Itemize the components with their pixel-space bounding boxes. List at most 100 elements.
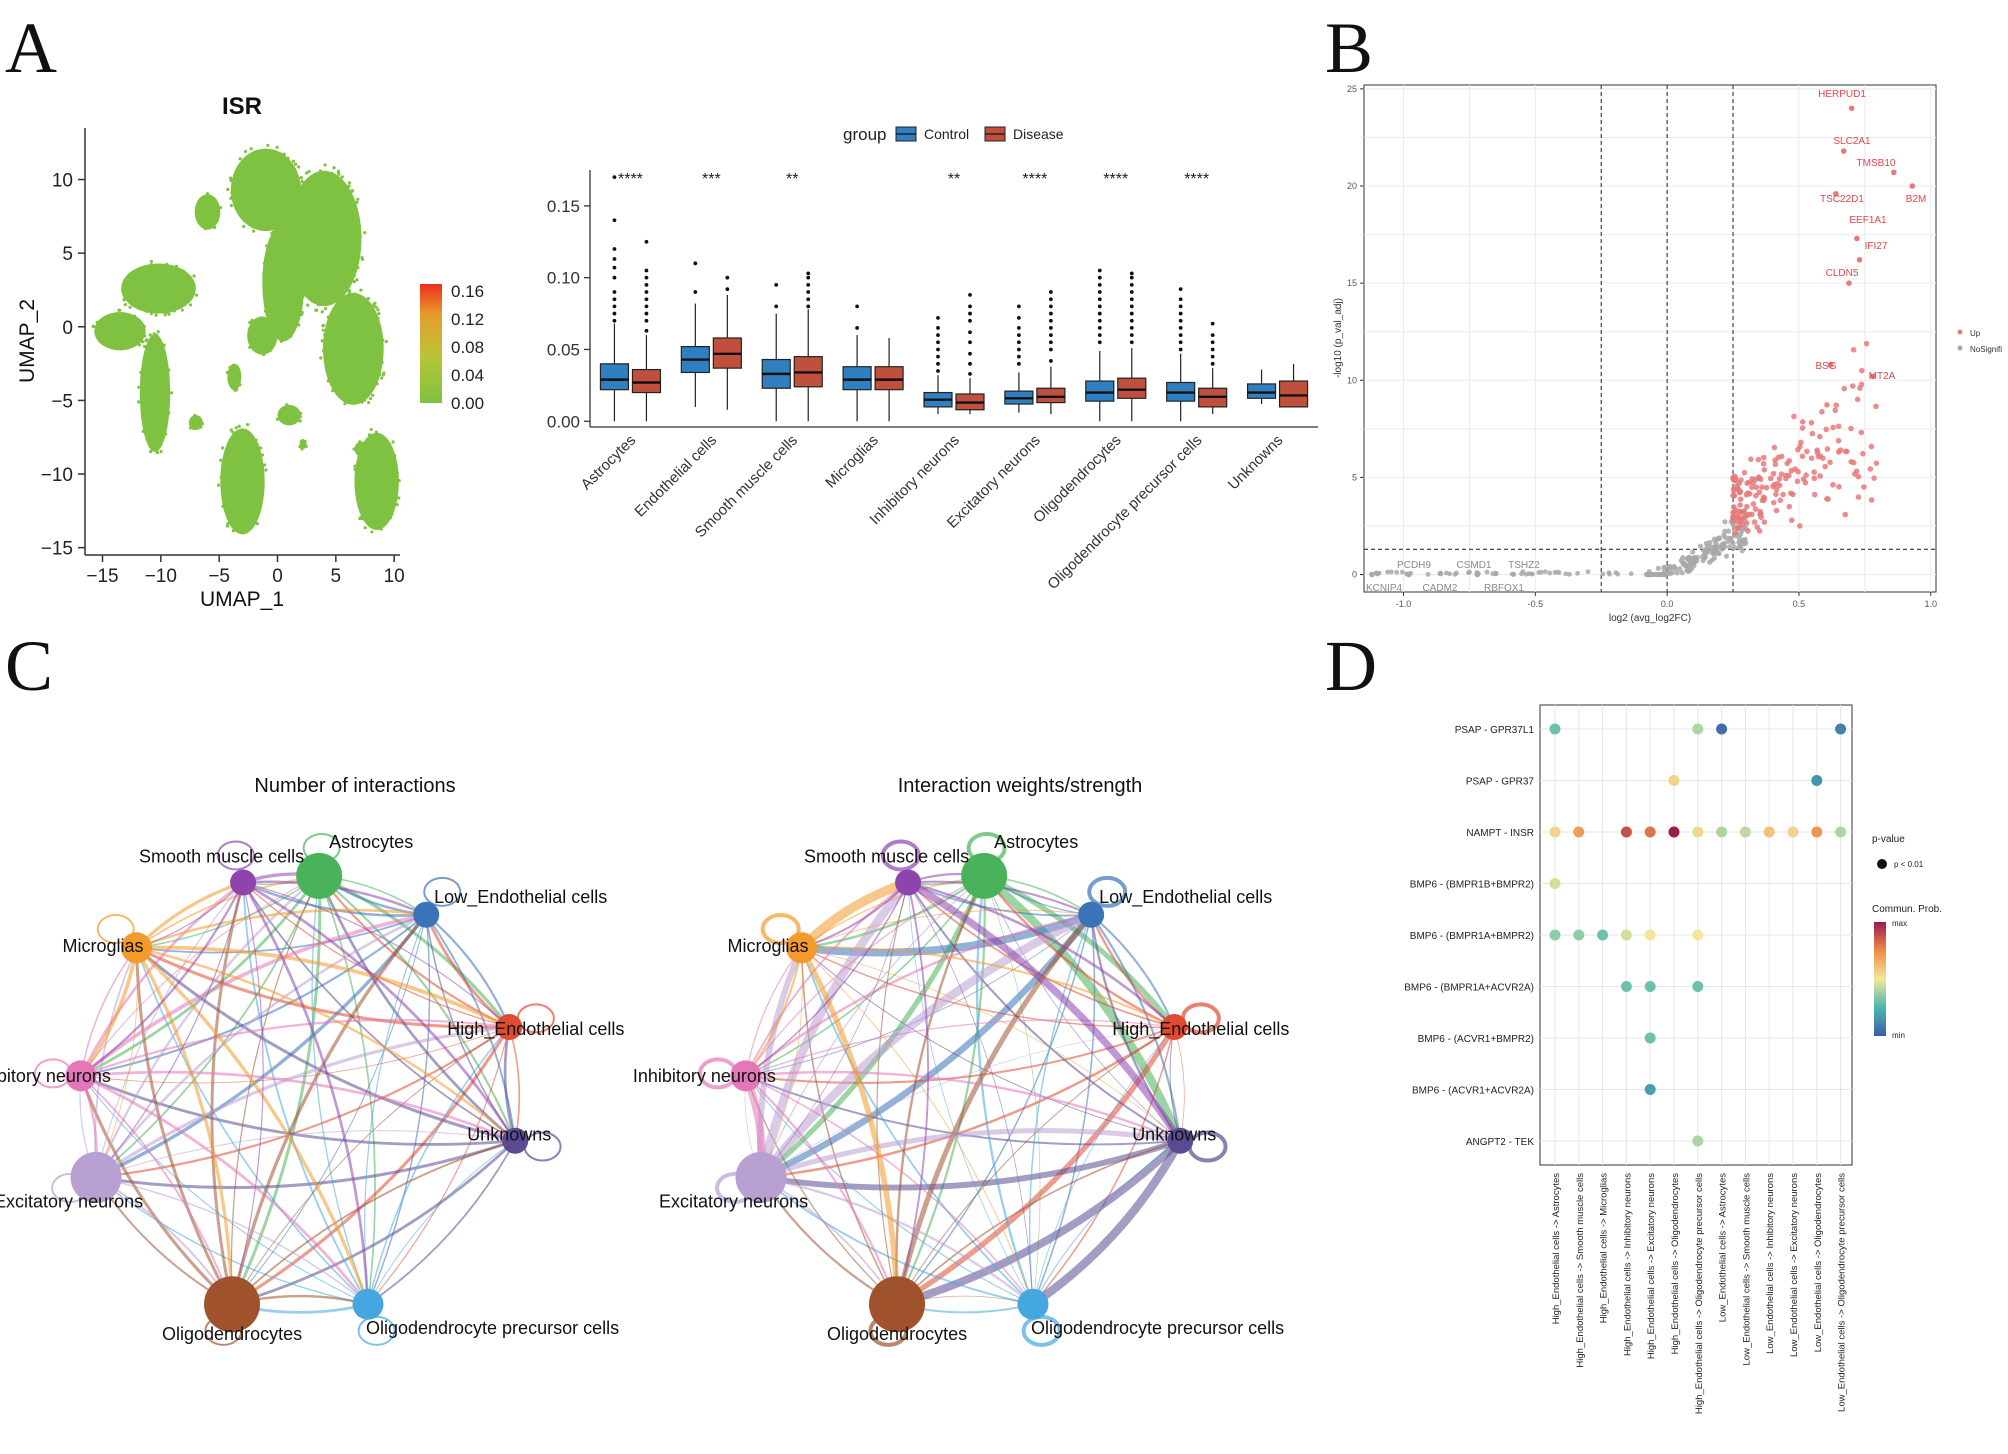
volcano-point-up bbox=[1799, 425, 1806, 431]
network-edge bbox=[975, 875, 1035, 1305]
volcano-point-up bbox=[1757, 476, 1764, 483]
network-node bbox=[1017, 1288, 1049, 1320]
umap-point bbox=[298, 194, 302, 198]
box-outlier bbox=[1178, 347, 1183, 352]
umap-point bbox=[374, 430, 378, 434]
network-node bbox=[413, 901, 440, 928]
network-node-label: Smooth muscle cells bbox=[804, 846, 969, 866]
volcano-point-up bbox=[1775, 454, 1782, 461]
umap-point bbox=[91, 324, 95, 329]
box-outlier bbox=[806, 290, 811, 294]
umap-point bbox=[350, 204, 354, 208]
umap-point bbox=[314, 308, 319, 312]
network-edge bbox=[241, 881, 370, 1305]
umap-point bbox=[330, 317, 334, 321]
umap-x-tick-label: −5 bbox=[208, 566, 230, 587]
dot-legend-pvalue-title: p-value bbox=[1872, 834, 1905, 845]
box-outlier bbox=[968, 293, 972, 297]
umap-point bbox=[255, 451, 260, 455]
volcano-point-nosig bbox=[1707, 559, 1713, 565]
volcano-point-nosig bbox=[1600, 571, 1606, 577]
umap-point bbox=[229, 176, 233, 180]
umap-point bbox=[332, 166, 336, 170]
box-outlier bbox=[612, 257, 617, 261]
network-edges bbox=[33, 832, 562, 1346]
dot-row-label: PSAP - GPR37L1 bbox=[1455, 725, 1535, 736]
volcano-point-nosig bbox=[1723, 553, 1730, 559]
network-node bbox=[65, 1060, 97, 1092]
network-edge bbox=[760, 1176, 1034, 1306]
volcano-point-nosig bbox=[1721, 540, 1727, 547]
volcano-point-nosig bbox=[1711, 546, 1717, 553]
umap-point bbox=[356, 197, 360, 201]
umap-point bbox=[366, 446, 370, 450]
network-edge bbox=[745, 1026, 1175, 1084]
umap-point bbox=[231, 430, 235, 434]
volcano-gene-label: IFI27 bbox=[1865, 241, 1888, 252]
volcano-point-up bbox=[1759, 497, 1766, 504]
volcano-point-nosig bbox=[1563, 571, 1569, 577]
volcano-point-up bbox=[1767, 475, 1774, 482]
umap-point bbox=[378, 373, 382, 377]
umap-point bbox=[332, 313, 336, 317]
volcano-point-labeled bbox=[1848, 105, 1855, 112]
network-edge bbox=[95, 882, 244, 1178]
umap-y-tick-label: 0 bbox=[62, 318, 73, 339]
umap-point bbox=[377, 312, 381, 316]
network-edge bbox=[95, 1130, 516, 1178]
volcano-point-up bbox=[1835, 437, 1842, 444]
umap-point bbox=[300, 312, 304, 316]
umap-point bbox=[263, 309, 268, 313]
dot-point bbox=[1644, 929, 1656, 941]
umap-point bbox=[243, 149, 248, 154]
umap-point bbox=[205, 192, 210, 196]
box-outlier bbox=[936, 340, 940, 345]
umap-colorbar-label: 0.16 bbox=[451, 282, 484, 301]
dot-point bbox=[1811, 826, 1823, 838]
volcano-point-up bbox=[1777, 497, 1784, 504]
umap-point bbox=[356, 256, 360, 261]
box-outlier bbox=[1178, 287, 1183, 292]
umap-point bbox=[375, 382, 379, 386]
volcano-y-tick-label: 15 bbox=[1347, 278, 1357, 288]
box-outlier bbox=[612, 290, 617, 294]
umap-point bbox=[324, 306, 328, 311]
volcano-point-up bbox=[1817, 473, 1823, 479]
dot-column-label: Low_Endothelial cells -> Inhibitory neur… bbox=[1765, 1173, 1776, 1354]
umap-point bbox=[199, 425, 203, 429]
network-node bbox=[895, 869, 922, 896]
box-control-4 bbox=[842, 304, 872, 422]
network-edge bbox=[80, 947, 138, 1076]
umap-point bbox=[323, 333, 327, 337]
umap-point bbox=[317, 173, 321, 177]
box-outlier bbox=[1097, 268, 1102, 273]
umap-point bbox=[140, 340, 145, 344]
umap-point bbox=[368, 439, 372, 443]
network-node-label: Astrocytes bbox=[329, 832, 413, 852]
umap-point bbox=[355, 200, 359, 205]
network-edge bbox=[136, 913, 427, 954]
umap-point bbox=[252, 153, 256, 157]
umap-point bbox=[180, 308, 184, 312]
umap-x-tick-label: 5 bbox=[331, 566, 342, 587]
dot-row-label: BMP6 - (ACVR1+BMPR2) bbox=[1418, 1034, 1534, 1045]
box-outlier bbox=[936, 369, 940, 373]
box-control-1 bbox=[599, 175, 630, 422]
volcano-point-up bbox=[1827, 459, 1833, 466]
box-outlier bbox=[1178, 297, 1183, 302]
box-outlier bbox=[1016, 354, 1021, 359]
volcano-point-up bbox=[1750, 501, 1757, 507]
volcano-point-up bbox=[1740, 521, 1746, 528]
umap-point bbox=[331, 294, 335, 298]
network-edge bbox=[95, 1139, 516, 1190]
umap-point bbox=[137, 343, 141, 347]
network-edge bbox=[135, 947, 369, 1305]
umap-point bbox=[316, 303, 321, 307]
umap-cluster bbox=[139, 334, 171, 452]
network-edge bbox=[896, 882, 930, 1305]
network-edge bbox=[907, 882, 1034, 1305]
volcano-point-up bbox=[1790, 491, 1796, 498]
network-node-label: Low_Endothelial cells bbox=[434, 887, 607, 908]
umap-point bbox=[220, 470, 224, 474]
box-disease-5 bbox=[955, 293, 985, 415]
